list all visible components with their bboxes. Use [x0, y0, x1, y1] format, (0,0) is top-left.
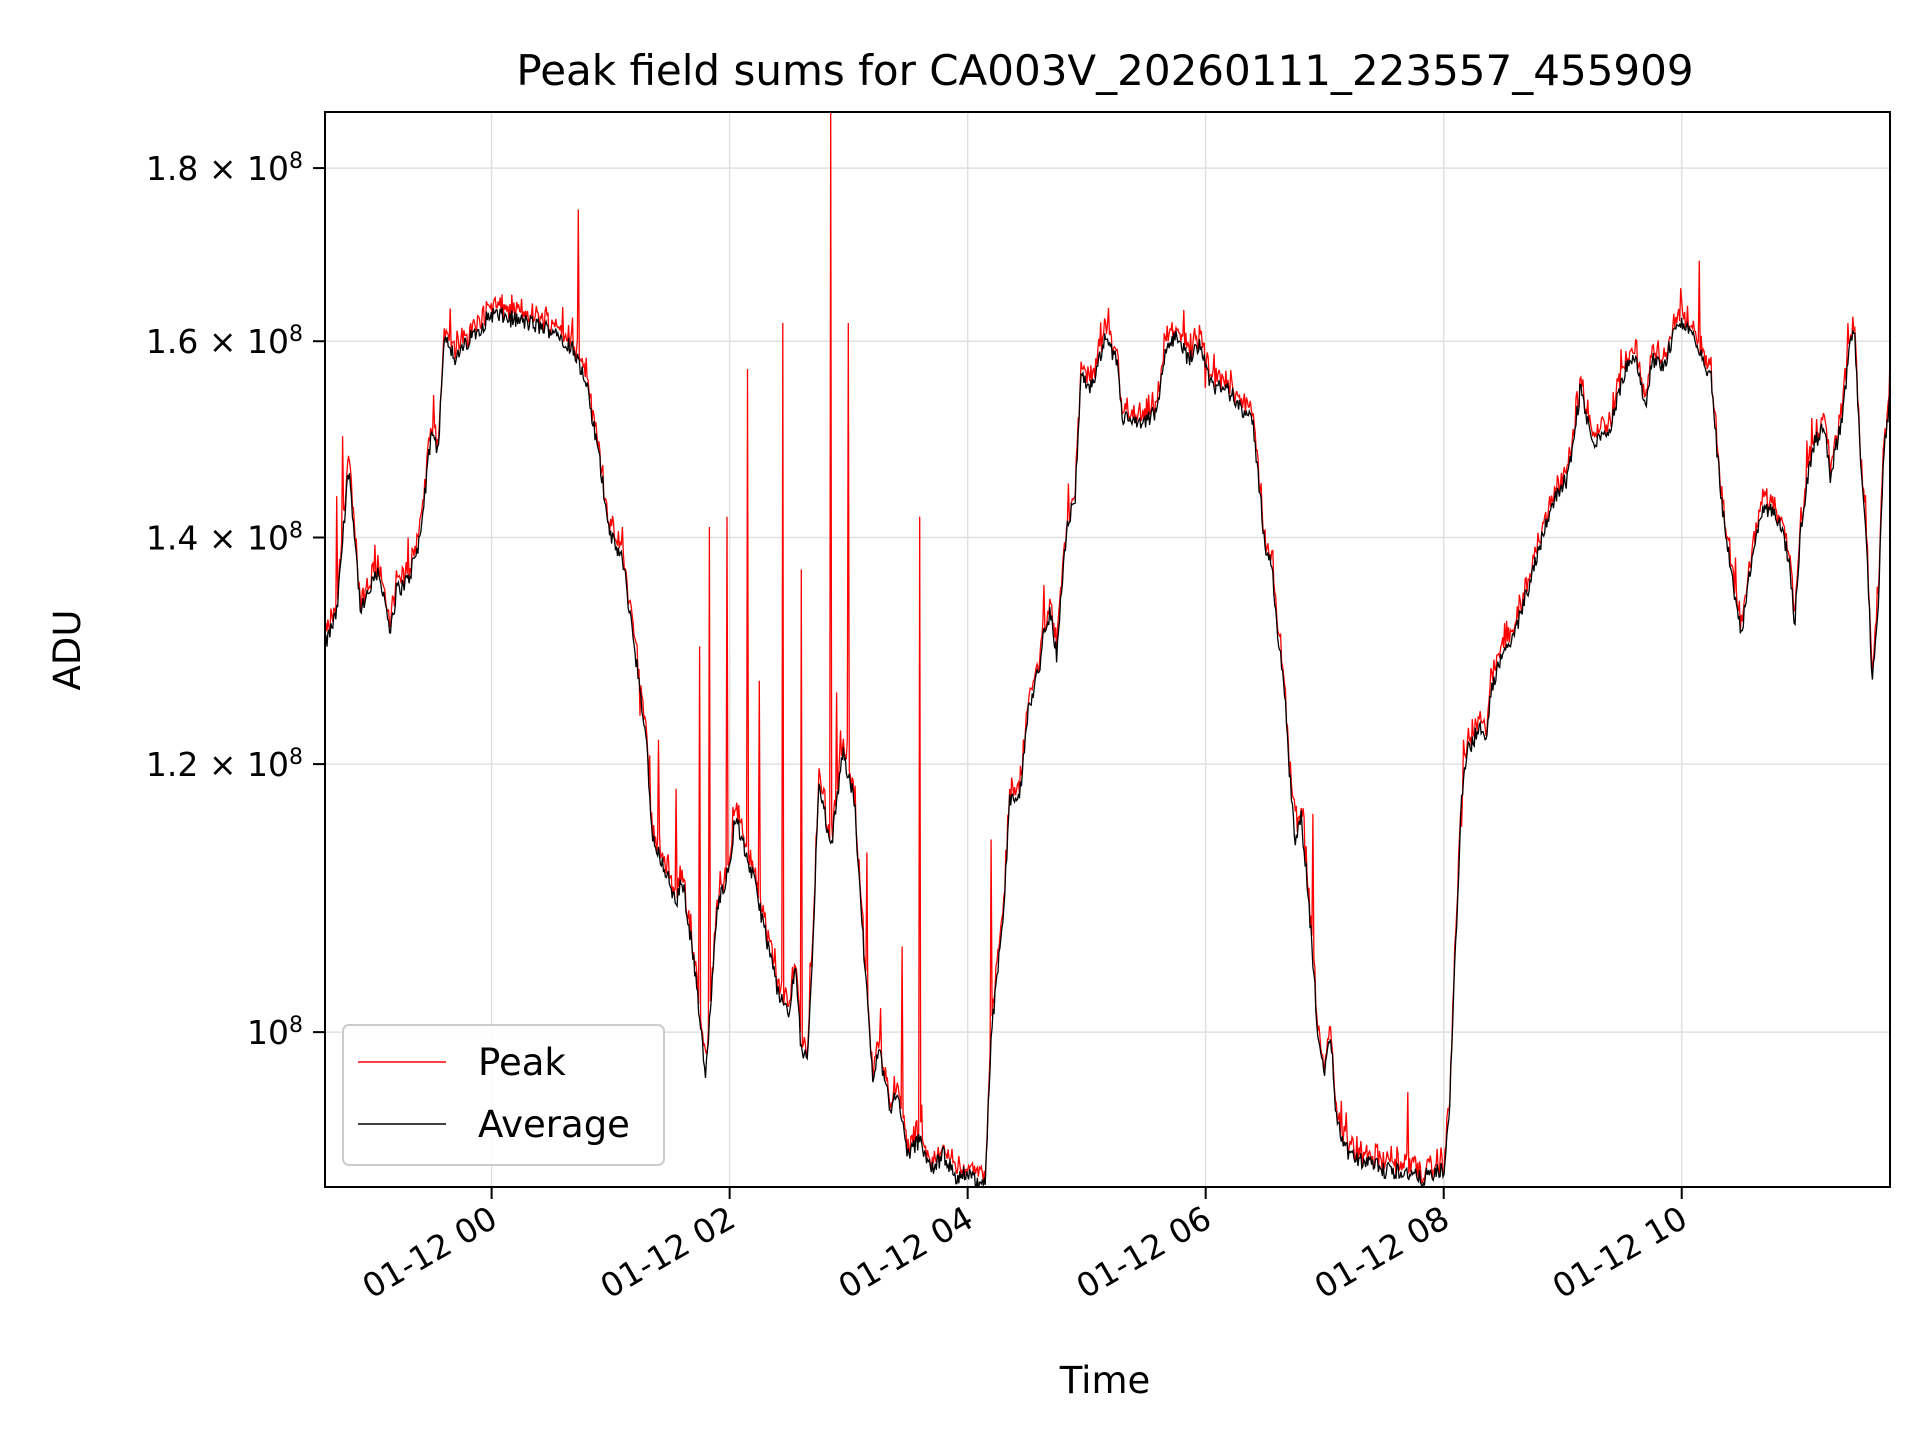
legend-average-label: Average [478, 1103, 630, 1146]
x-axis-label: Time [1059, 1359, 1151, 1402]
legend-peak-label: Peak [478, 1041, 566, 1084]
chart-title: Peak field sums for CA003V_20260111_2235… [516, 46, 1693, 95]
series-average-line [325, 307, 1890, 1187]
legend: Peak Average [342, 1024, 665, 1166]
plot-area-frame [324, 111, 1891, 1188]
y-tick-label: 1.2 × 108 [146, 745, 303, 785]
y-tick-label: 1.4 × 108 [146, 518, 303, 558]
series-peak-line [325, 112, 1890, 1185]
y-axis-ticks: 108 1.2 × 108 1.4 × 108 1.6 × 108 1.8 × 108 [146, 149, 325, 1053]
legend-box [342, 1024, 665, 1166]
y-tick-label: 108 [247, 1013, 303, 1053]
y-tick-label: 1.8 × 108 [146, 149, 303, 189]
y-axis-label: ADU [46, 610, 89, 691]
y-tick-label: 1.6 × 108 [146, 322, 303, 362]
